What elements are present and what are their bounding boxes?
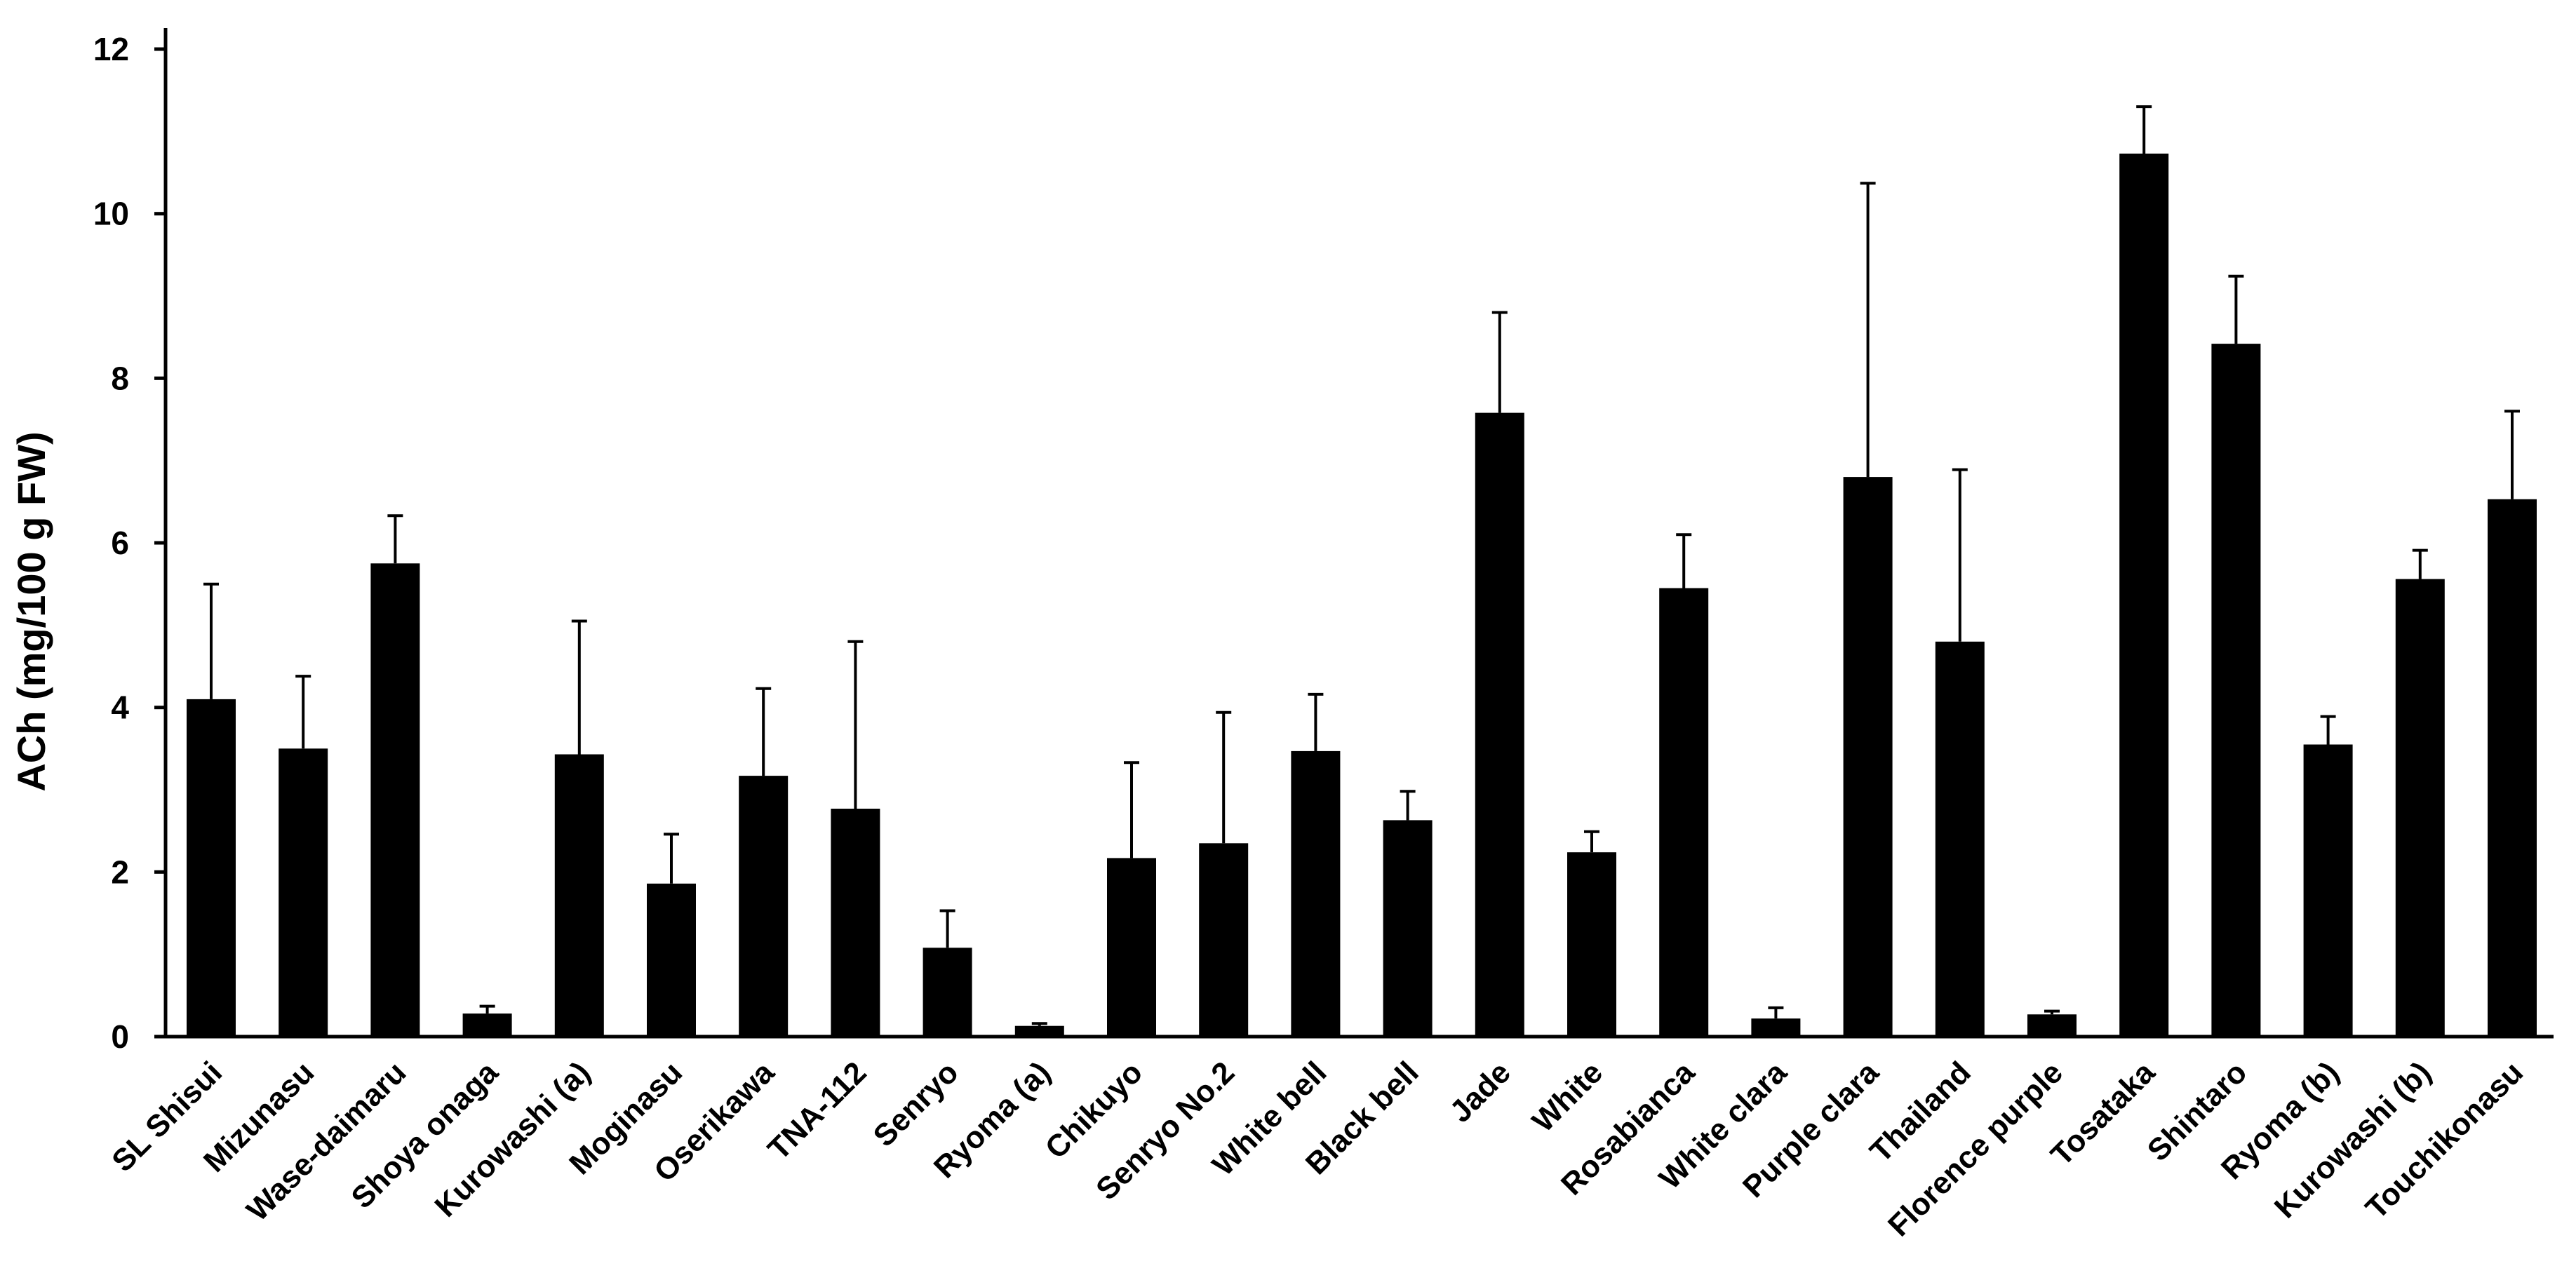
bar-11 — [1107, 858, 1156, 1037]
bar-6 — [647, 883, 696, 1037]
bar-10 — [1014, 1025, 1064, 1037]
bar-1 — [187, 699, 236, 1037]
bar-20 — [1935, 641, 1985, 1037]
x-tick-label-21: Florence purple — [1881, 1055, 2069, 1243]
bar-25 — [2395, 579, 2445, 1037]
bar-13 — [1291, 750, 1341, 1037]
bar-23 — [2211, 344, 2261, 1037]
bar-21 — [2027, 1014, 2077, 1037]
bar-5 — [554, 754, 604, 1037]
y-tick-label-10: 10 — [93, 196, 129, 232]
y-tick-label-8: 8 — [111, 360, 129, 396]
bar-7 — [739, 776, 789, 1037]
bar-16 — [1567, 852, 1616, 1037]
x-tick-label-8: TNA-112 — [761, 1055, 873, 1166]
x-tick-label-25: Kurowashi (b) — [2268, 1055, 2438, 1225]
bar-8 — [831, 809, 880, 1037]
y-axis-title: ACh (mg/100 g FW) — [9, 431, 53, 791]
x-tick-label-5: Kurowashi (a) — [429, 1055, 597, 1223]
x-tick-label-15: Jade — [1443, 1055, 1517, 1129]
bar-4 — [462, 1013, 512, 1037]
y-tick-label-2: 2 — [111, 854, 129, 890]
bar-14 — [1383, 820, 1433, 1037]
bar-2 — [279, 748, 328, 1037]
y-tick-label-0: 0 — [111, 1018, 129, 1055]
bar-26 — [2488, 499, 2537, 1037]
bar-9 — [923, 948, 972, 1037]
bar-19 — [1843, 477, 1893, 1037]
bar-15 — [1475, 412, 1524, 1037]
y-tick-label-4: 4 — [111, 689, 129, 726]
bar-24 — [2303, 744, 2353, 1037]
bar-3 — [370, 563, 420, 1037]
x-tick-label-26: Touchikonasu — [2359, 1055, 2530, 1225]
y-tick-label-6: 6 — [111, 525, 129, 561]
bar-12 — [1199, 843, 1249, 1037]
bar-18 — [1751, 1018, 1801, 1037]
bar-17 — [1659, 588, 1709, 1037]
bar-22 — [2119, 154, 2169, 1037]
x-tick-label-3: Wase-daimaru — [240, 1055, 412, 1227]
y-tick-label-12: 12 — [93, 31, 129, 67]
x-tick-label-16: White — [1526, 1055, 1609, 1138]
